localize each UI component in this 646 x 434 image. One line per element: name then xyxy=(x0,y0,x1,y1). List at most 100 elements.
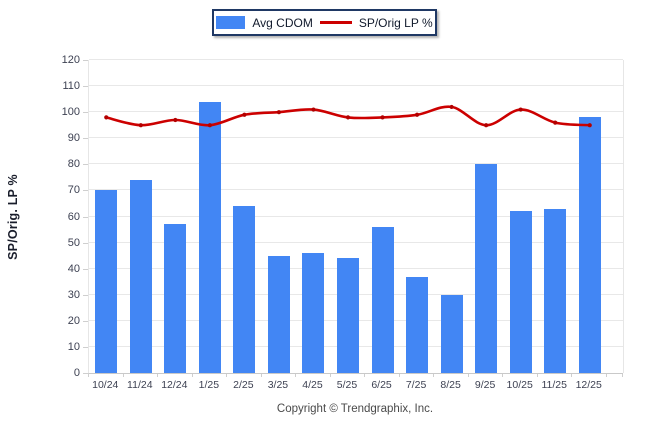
y-tick-60 xyxy=(83,216,88,218)
line-point-1/25 xyxy=(207,123,212,128)
y-tick-120 xyxy=(83,60,88,61)
x-tick-label-5/25: 5/25 xyxy=(336,379,358,391)
y-tick-110 xyxy=(83,86,88,88)
y-tick-20 xyxy=(83,320,88,322)
x-tick-label-11/24: 11/24 xyxy=(127,379,153,391)
gridline-90 xyxy=(89,137,623,139)
line-series-swatch xyxy=(319,21,352,24)
y-tick-label-70: 70 xyxy=(67,184,80,197)
x-tick-label-12/25: 12/25 xyxy=(575,379,602,391)
y-tick-label-110: 110 xyxy=(62,80,80,93)
bar-series-swatch xyxy=(216,16,246,29)
y-tick-70 xyxy=(83,190,88,192)
x-tick-11 xyxy=(467,373,469,377)
x-tick-8 xyxy=(364,373,366,377)
x-tick-6 xyxy=(295,373,297,377)
x-tick-14 xyxy=(571,373,573,377)
x-tick-10 xyxy=(433,373,435,377)
y-tick-label-90: 90 xyxy=(67,132,80,145)
x-tick-label-1/25: 1/25 xyxy=(198,379,220,391)
line-point-6/25 xyxy=(380,115,385,120)
y-tick-40 xyxy=(83,268,88,270)
bar-3/25 xyxy=(267,255,290,373)
line-point-12/25 xyxy=(587,123,592,128)
x-tick-label-7/25: 7/25 xyxy=(405,379,427,391)
bar-10/25 xyxy=(509,211,532,373)
y-tick-label-40: 40 xyxy=(67,262,80,275)
x-tick-4 xyxy=(226,373,228,377)
y-tick-0 xyxy=(83,373,88,374)
y-tick-50 xyxy=(83,242,88,244)
x-tick-2 xyxy=(157,373,159,377)
y-tick-label-120: 120 xyxy=(61,54,80,66)
bar-7/25 xyxy=(406,276,429,373)
line-point-5/25 xyxy=(345,115,351,120)
legend: Avg CDOM SP/Orig LP % xyxy=(212,9,437,36)
copyright-text: Copyright © Trendgraphix, Inc. xyxy=(276,403,434,415)
y-tick-label-100: 100 xyxy=(61,106,80,119)
line-point-12/24 xyxy=(173,117,178,123)
x-tick-label-2/25: 2/25 xyxy=(233,379,254,391)
x-tick-5 xyxy=(260,373,262,377)
bar-12/25 xyxy=(578,117,601,373)
x-tick-label-12/24: 12/24 xyxy=(161,379,188,391)
y-tick-30 xyxy=(83,294,88,296)
y-tick-label-60: 60 xyxy=(67,210,80,223)
bar-11/25 xyxy=(544,208,567,373)
line-point-9/25 xyxy=(484,123,489,128)
line-point-4/25 xyxy=(311,107,316,112)
y-tick-label-50: 50 xyxy=(67,236,80,249)
plot-area xyxy=(88,59,624,374)
x-tick-label-10/25: 10/25 xyxy=(506,379,533,391)
bar-12/24 xyxy=(164,224,187,373)
x-tick-9 xyxy=(398,373,400,377)
line-series xyxy=(104,104,592,128)
line-point-10/25 xyxy=(518,107,523,112)
line-point-8/25 xyxy=(449,104,454,110)
x-tick-label-11/25: 11/25 xyxy=(541,379,567,391)
bar-2/25 xyxy=(233,206,256,373)
line-point-10/24 xyxy=(104,115,109,120)
bar-series-label: Avg CDOM xyxy=(252,15,313,30)
bar-5/25 xyxy=(337,258,359,373)
bar-4/25 xyxy=(302,253,325,373)
gridline-50 xyxy=(89,241,623,243)
gridline-100 xyxy=(89,111,623,113)
bar-10/24 xyxy=(95,190,118,373)
gridline-70 xyxy=(89,189,623,191)
x-tick-label-3/25: 3/25 xyxy=(267,379,289,391)
y-tick-100 xyxy=(83,112,88,114)
bar-9/25 xyxy=(475,164,498,373)
y-tick-90 xyxy=(83,138,88,140)
x-tick-1 xyxy=(122,373,124,377)
x-tick-13 xyxy=(536,373,538,377)
x-tick-end-0 xyxy=(606,373,607,377)
x-tick-0 xyxy=(88,373,89,377)
y-tick-label-20: 20 xyxy=(67,314,80,327)
line-point-11/25 xyxy=(553,120,558,125)
y-tick-label-80: 80 xyxy=(67,158,80,171)
x-tick-end-1 xyxy=(622,373,623,377)
x-tick-label-8/25: 8/25 xyxy=(440,379,461,391)
gridline-110 xyxy=(89,85,623,87)
x-tick-12 xyxy=(502,373,504,377)
bar-8/25 xyxy=(440,294,463,373)
gridline-60 xyxy=(89,215,623,217)
x-tick-label-10/24: 10/24 xyxy=(92,379,119,391)
gridline-80 xyxy=(89,163,623,165)
line-point-3/25 xyxy=(276,110,282,115)
y-tick-10 xyxy=(83,346,88,348)
y-tick-label-10: 10 xyxy=(67,340,80,353)
line-series-label: SP/Orig LP % xyxy=(358,15,433,30)
y-tick-80 xyxy=(83,164,88,166)
line-point-11/24 xyxy=(138,123,143,128)
gridline-120 xyxy=(89,59,623,60)
gridline-0 xyxy=(89,373,623,374)
x-tick-7 xyxy=(329,373,331,377)
bar-11/24 xyxy=(129,179,152,373)
line-point-7/25 xyxy=(414,112,420,117)
x-tick-label-4/25: 4/25 xyxy=(302,379,323,391)
bar-1/25 xyxy=(198,101,221,373)
line-point-2/25 xyxy=(242,112,247,117)
